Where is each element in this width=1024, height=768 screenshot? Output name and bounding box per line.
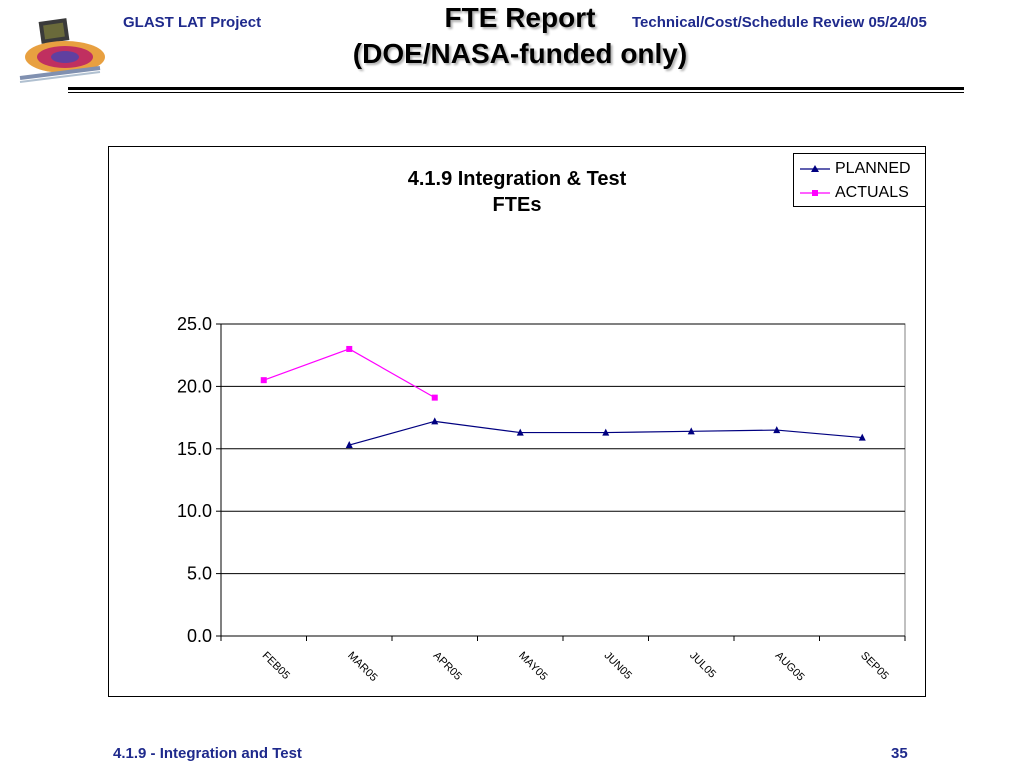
data-point-actuals — [431, 394, 438, 401]
data-point-planned — [345, 441, 353, 449]
legend-item-actuals: ACTUALS — [796, 181, 926, 205]
x-tick-label: APR05 — [431, 650, 464, 683]
glast-logo — [10, 12, 120, 90]
x-tick-label: FEB05 — [260, 650, 292, 682]
y-tick-label: 10.0 — [177, 501, 212, 521]
chart-legend: PLANNED ACTUALS — [793, 153, 926, 207]
chart-title: 4.1.9 Integration & Test FTEs — [0, 166, 1024, 218]
x-tick-label: JUL05 — [687, 650, 718, 681]
x-tick-label: JUN05 — [602, 650, 634, 682]
legend-swatch-actuals — [800, 190, 830, 196]
footer-section: 4.1.9 - Integration and Test — [113, 745, 302, 762]
legend-swatch-planned — [800, 165, 830, 172]
y-tick-label: 15.0 — [177, 439, 212, 459]
data-point-planned — [516, 428, 524, 436]
data-point-actuals — [346, 345, 353, 352]
data-point-planned — [773, 426, 781, 434]
header-rule-thin — [68, 92, 964, 93]
chart-frame — [108, 146, 926, 697]
legend-item-planned: PLANNED — [796, 157, 926, 181]
legend-label-planned: PLANNED — [835, 160, 911, 177]
page-title-line2: (DOE/NASA-funded only) — [352, 38, 688, 69]
legend-label-actuals: ACTUALS — [835, 184, 909, 201]
x-tick-label: SEP05 — [858, 650, 891, 683]
page-title-line1: FTE Report — [444, 2, 596, 33]
data-point-planned — [602, 428, 610, 436]
data-point-planned — [858, 433, 866, 441]
x-tick-label: MAR05 — [345, 650, 379, 684]
review-info: Technical/Cost/Schedule Review 05/24/05 — [632, 14, 927, 31]
page-number: 35 — [891, 745, 908, 762]
chart-title-line2: FTEs — [492, 194, 542, 216]
x-tick-label: MAY05 — [516, 650, 549, 683]
header-rule — [68, 87, 964, 90]
chart-title-line1: 4.1.9 Integration & Test — [407, 168, 627, 190]
page-title: FTE Report (DOE/NASA-funded only) — [270, 0, 770, 72]
y-tick-label: 0.0 — [187, 626, 212, 646]
y-tick-label: 20.0 — [177, 376, 212, 396]
y-tick-label: 5.0 — [187, 564, 212, 584]
y-tick-label: 25.0 — [177, 314, 212, 334]
data-point-planned — [687, 427, 695, 435]
data-point-planned — [431, 417, 439, 425]
plot-area — [220, 323, 906, 637]
series-line-actuals — [263, 348, 436, 399]
project-name: GLAST LAT Project — [123, 14, 262, 31]
data-point-actuals — [260, 377, 267, 384]
x-tick-label: AUG05 — [773, 650, 807, 684]
